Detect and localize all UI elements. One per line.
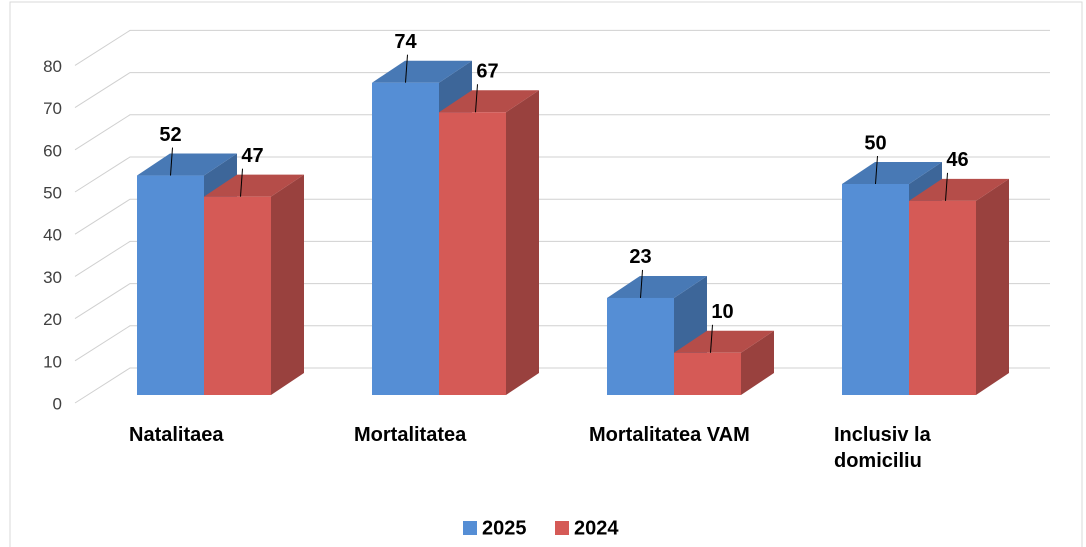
- bar-top: [842, 162, 942, 184]
- data-label: 52: [159, 124, 181, 146]
- y-tick-label: 70: [43, 99, 62, 118]
- legend-swatch: [555, 521, 569, 535]
- leader-line: [640, 269, 643, 298]
- x-tick-label: Natalitaea: [129, 424, 224, 446]
- bar-top: [909, 178, 1009, 201]
- data-label: 50: [864, 132, 886, 154]
- leader-line: [240, 168, 243, 197]
- grid-line: [74, 325, 1050, 362]
- legend-label: 2024: [574, 517, 619, 539]
- y-tick-label: 50: [43, 183, 62, 202]
- bar-top: [674, 330, 774, 353]
- bar: [204, 196, 271, 395]
- grid-line: [74, 114, 1050, 151]
- y-tick-label: 40: [43, 226, 62, 245]
- bar: [137, 175, 204, 395]
- data-label: 23: [629, 246, 651, 268]
- bar-side: [976, 178, 1009, 395]
- grid-line: [74, 72, 1050, 109]
- grid-line: [74, 283, 1050, 320]
- bar: [674, 352, 741, 395]
- bar: [842, 184, 909, 395]
- leader-line: [405, 54, 408, 83]
- bar: [439, 112, 506, 395]
- x-tick-label: Inclusiv la domiciliu: [834, 424, 931, 472]
- leader-line: [710, 324, 713, 353]
- legend-label: 2025: [482, 517, 527, 539]
- data-label: 46: [946, 149, 968, 171]
- x-tick-label: Mortalitatea VAM: [589, 424, 750, 446]
- leader-line: [875, 155, 878, 185]
- data-label: 10: [711, 301, 733, 323]
- y-tick-label: 20: [43, 310, 62, 329]
- x-tick-label: Mortalitatea: [354, 424, 467, 446]
- leader-line: [945, 172, 948, 201]
- leader-line: [475, 84, 478, 113]
- bar-side: [741, 330, 774, 395]
- y-tick-label: 10: [43, 352, 62, 371]
- grid-line: [74, 29, 1050, 66]
- grid-line: [74, 240, 1050, 277]
- bar-top: [204, 174, 304, 197]
- bar-top: [607, 275, 707, 298]
- grid-line: [74, 156, 1050, 193]
- data-label: 74: [394, 31, 417, 53]
- bar: [607, 297, 674, 395]
- data-label: 67: [476, 61, 498, 83]
- leader-line: [170, 147, 173, 176]
- bar-top: [372, 60, 472, 83]
- bar-side: [506, 90, 539, 395]
- bar-top: [137, 153, 237, 176]
- y-tick-label: 0: [53, 394, 62, 413]
- chart-frame: [9, 1, 1083, 547]
- y-tick-label: 30: [43, 268, 62, 287]
- bar-top: [439, 90, 539, 113]
- bar-side: [271, 174, 304, 395]
- y-tick-label: 60: [43, 141, 62, 160]
- data-label: 47: [241, 145, 263, 167]
- bar: [372, 82, 439, 395]
- y-tick-label: 80: [43, 57, 62, 76]
- bar: [909, 200, 976, 395]
- grid-line: [74, 198, 1050, 235]
- legend-swatch: [463, 521, 477, 535]
